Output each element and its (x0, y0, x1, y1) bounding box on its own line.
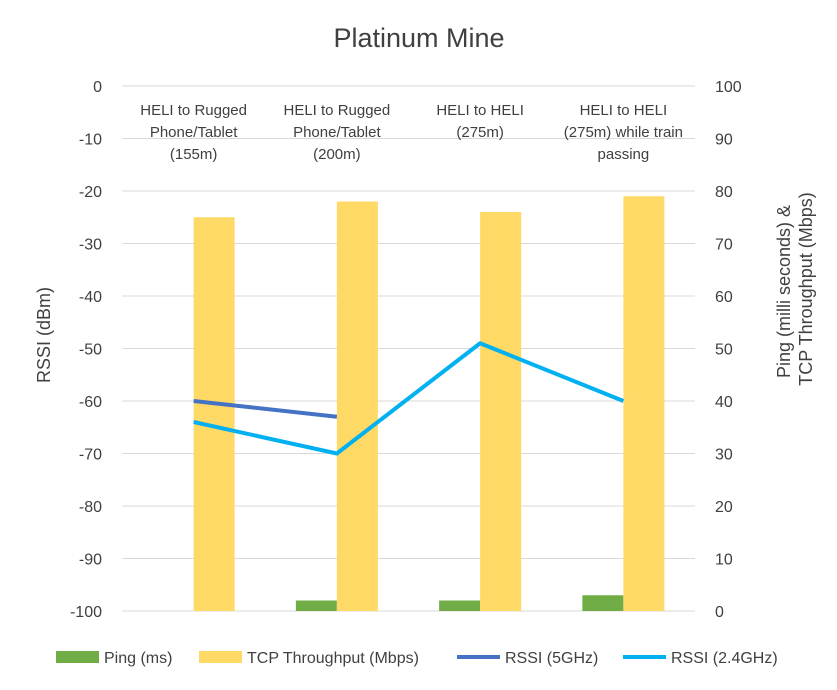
legend-swatch (56, 651, 99, 663)
right-tick-label: 10 (715, 552, 733, 569)
category-label-line: HELI to Rugged (140, 102, 247, 119)
category-label-line: HELI to HELI (436, 102, 524, 119)
left-tick-label: -80 (79, 499, 102, 516)
right-axis-title: Ping (milli seconds) & TCP Throughput (M… (774, 192, 816, 385)
left-tick-label: -40 (79, 289, 102, 306)
left-tick-label: -30 (79, 237, 102, 254)
left-axis-ticks: 0 -10 -20 -30 -40 -50 -60 -70 -80 -90 -100 (70, 79, 102, 621)
legend-label: RSSI (5GHz) (505, 650, 598, 667)
legend-label: TCP Throughput (Mbps) (247, 650, 419, 667)
bar-ping (439, 600, 481, 611)
category-label: HELI to HELI (275m) while train passing (564, 102, 683, 163)
bar-tcp-throughput (336, 201, 378, 611)
bar-tcp-throughput (193, 217, 235, 611)
rssi-24ghz-line (193, 341, 625, 456)
right-axis-title-line-2: TCP Throughput (Mbps) (796, 192, 816, 385)
bars (193, 196, 665, 611)
left-tick-label: 0 (93, 79, 102, 96)
left-tick-label: -10 (79, 132, 102, 149)
legend-label: Ping (ms) (104, 650, 172, 667)
category-labels: HELI to Rugged Phone/Tablet (155m)HELI to … (140, 102, 683, 163)
right-tick-label: 20 (715, 499, 733, 516)
category-label-line: (275m) while train (564, 124, 683, 141)
bar-tcp-throughput (480, 212, 522, 611)
left-tick-label: -70 (79, 447, 102, 464)
right-tick-label: 50 (715, 342, 733, 359)
category-label-line: passing (598, 146, 650, 163)
lines (193, 341, 625, 456)
left-tick-label: -90 (79, 552, 102, 569)
right-tick-label: 70 (715, 237, 733, 254)
right-axis-title-line-1: Ping (milli seconds) & (774, 205, 794, 378)
right-tick-label: 60 (715, 289, 733, 306)
category-label-line: (155m) (170, 146, 218, 163)
left-tick-label: -50 (79, 342, 102, 359)
category-label: HELI to HELI (275m) (436, 102, 524, 141)
right-tick-label: 40 (715, 394, 733, 411)
left-tick-label: -60 (79, 394, 102, 411)
bar-ping (295, 600, 337, 611)
left-tick-label: -100 (70, 604, 102, 621)
category-label-line: HELI to Rugged (284, 102, 391, 119)
bar-ping (582, 595, 624, 611)
left-tick-label: -20 (79, 184, 102, 201)
category-label-line: Phone/Tablet (150, 124, 238, 141)
left-axis-title: RSSI (dBm) (34, 287, 54, 383)
category-label-line: HELI to HELI (580, 102, 668, 119)
category-label: HELI to Rugged Phone/Tablet (200m) (284, 102, 391, 163)
legend: Ping (ms) TCP Throughput (Mbps) RSSI (5GHz… (56, 650, 778, 667)
right-tick-label: 0 (715, 604, 724, 621)
legend-label: RSSI (2.4GHz) (671, 650, 778, 667)
category-label-line: (200m) (313, 146, 361, 163)
bar-tcp-throughput (623, 196, 665, 611)
category-label-line: Phone/Tablet (293, 124, 381, 141)
right-tick-label: 100 (715, 79, 742, 96)
category-label: HELI to Rugged Phone/Tablet (155m) (140, 102, 247, 163)
legend-swatch (199, 651, 242, 663)
category-label-line: (275m) (456, 124, 504, 141)
rssi-5ghz-line (193, 399, 338, 419)
right-tick-label: 30 (715, 447, 733, 464)
right-tick-label: 90 (715, 132, 733, 149)
chart-title: Platinum Mine (333, 23, 504, 53)
right-tick-label: 80 (715, 184, 733, 201)
